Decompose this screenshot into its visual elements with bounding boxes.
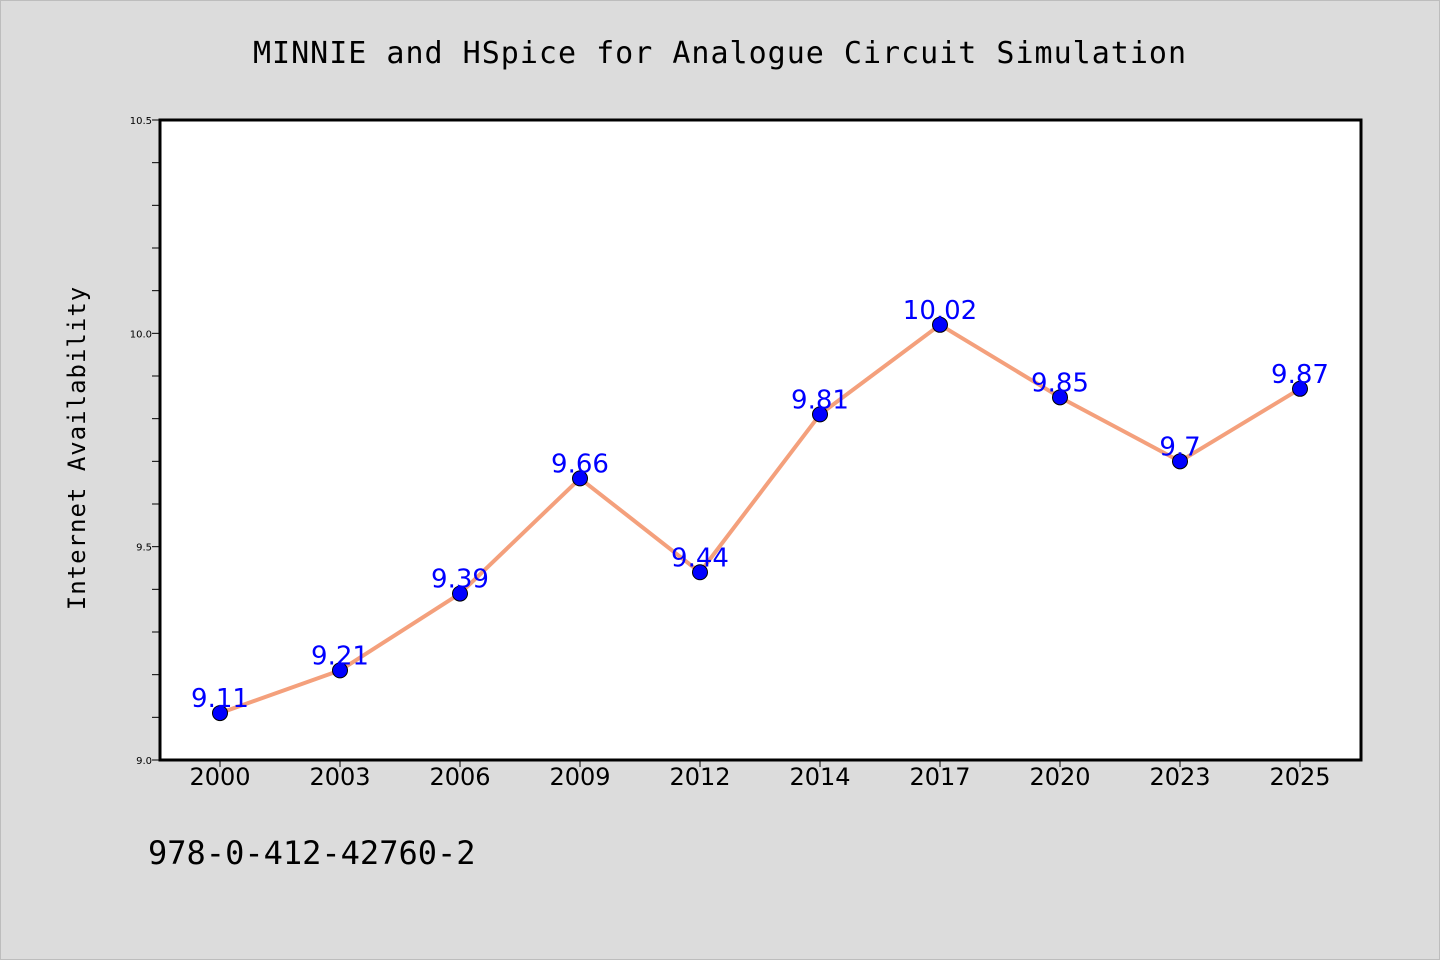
data-label: 9.21 <box>311 641 369 671</box>
x-tick-label: 2006 <box>429 763 490 791</box>
data-point <box>932 316 948 333</box>
x-tick-label: 2017 <box>909 763 970 791</box>
data-point <box>692 564 708 581</box>
plot-area <box>158 118 1363 762</box>
data-point <box>212 705 228 722</box>
data-label: 9.11 <box>191 684 249 714</box>
x-tick-label: 2003 <box>309 763 370 791</box>
data-label: 9.44 <box>671 543 729 573</box>
y-tick-label: 9.5 <box>136 543 152 554</box>
x-axis-ticks: 2000 2003 2006 2009 2012 2014 2017 2020 2023 2025 <box>189 760 1331 791</box>
data-point <box>1292 380 1308 397</box>
data-label: 9.66 <box>551 449 609 479</box>
x-tick-label: 2000 <box>189 763 250 791</box>
y-axis-ticks: 9.0 9.5 10.0 10.5 <box>130 116 160 767</box>
series-line-group <box>218 322 1302 716</box>
y-tick-label: 10.5 <box>130 116 152 127</box>
data-label: 9.7 <box>1159 432 1200 462</box>
chart-title: MINNIE and HSpice for Analogue Circuit S… <box>253 36 1187 71</box>
data-point <box>1172 453 1188 470</box>
y-tick-label: 10.0 <box>130 329 152 340</box>
data-label: 9.81 <box>791 385 849 415</box>
x-tick-label: 2012 <box>669 763 730 791</box>
data-label: 10.02 <box>903 296 977 326</box>
data-point <box>332 662 348 679</box>
data-point <box>812 406 828 423</box>
y-tick-label: 9.0 <box>136 756 152 767</box>
data-labels-group: 9.11 9.21 9.39 9.66 9.44 9.81 10.02 9.85 9.7 9.87 <box>191 296 1329 714</box>
data-point <box>572 470 588 487</box>
data-label: 9.85 <box>1031 368 1089 398</box>
x-tick-label: 2020 <box>1029 763 1090 791</box>
x-tick-label: 2014 <box>789 763 850 791</box>
x-tick-label: 2009 <box>549 763 610 791</box>
data-point <box>452 585 468 602</box>
isbn-footer: 978-0-412-42760-2 <box>148 834 476 872</box>
series-line <box>218 322 1302 716</box>
x-tick-label: 2025 <box>1269 763 1330 791</box>
data-label: 9.87 <box>1271 360 1329 390</box>
y-axis-label: Internet Availability <box>63 286 91 610</box>
data-point <box>1052 389 1068 406</box>
x-tick-label: 2023 <box>1149 763 1210 791</box>
series-points-group <box>212 316 1308 722</box>
data-label: 9.39 <box>431 565 489 595</box>
